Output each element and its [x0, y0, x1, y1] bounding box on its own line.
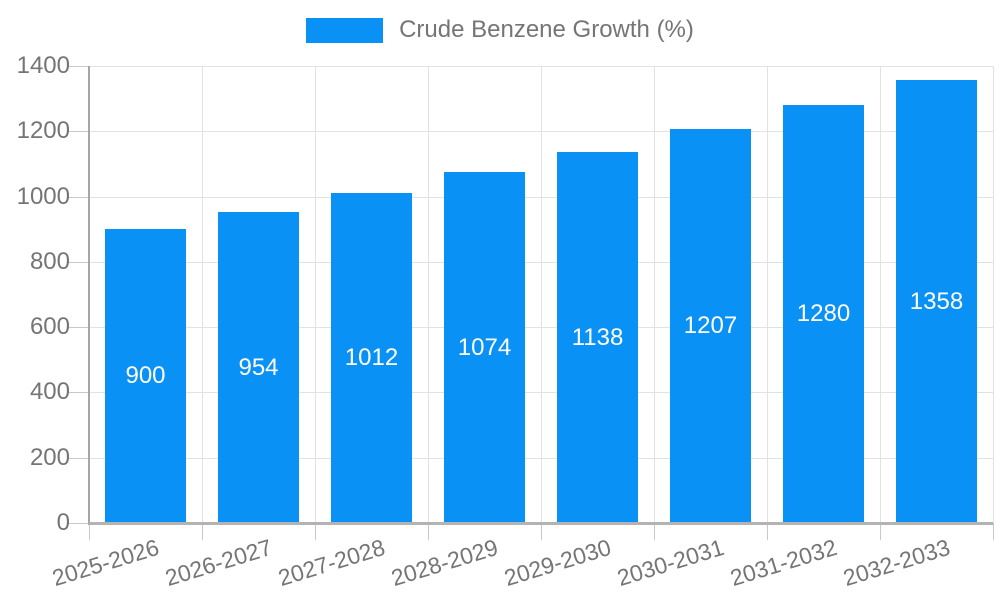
- bar[interactable]: [218, 212, 299, 523]
- y-axis-line: [88, 66, 90, 525]
- x-axis-tick: [880, 523, 881, 540]
- y-axis-label: 0: [56, 509, 70, 536]
- y-axis-label: 800: [29, 248, 70, 275]
- bar-value-label: 1138: [571, 324, 624, 351]
- y-axis-tick: [69, 458, 89, 459]
- x-axis-tick: [541, 523, 542, 540]
- gridline-vertical: [880, 66, 881, 523]
- y-axis-label: 600: [29, 313, 70, 340]
- y-axis-label: 1400: [16, 52, 70, 79]
- gridline-vertical: [541, 66, 542, 523]
- bar-value-label: 1074: [457, 334, 512, 361]
- y-axis-tick: [69, 131, 89, 132]
- bar[interactable]: [896, 80, 977, 523]
- bar-value-label: 1207: [683, 312, 738, 339]
- bar-value-label: 1012: [344, 344, 399, 371]
- legend-swatch: [306, 17, 384, 43]
- x-axis-tick: [428, 523, 429, 540]
- gridline-vertical: [428, 66, 429, 523]
- x-axis-tick: [767, 523, 768, 540]
- gridline-vertical: [654, 66, 655, 523]
- y-axis-label: 200: [29, 444, 70, 471]
- y-axis-tick: [69, 392, 89, 393]
- bar[interactable]: [444, 172, 525, 523]
- y-axis-label: 400: [29, 378, 70, 405]
- bar-value-label: 954: [238, 354, 279, 381]
- y-axis-label: 1200: [16, 117, 70, 144]
- x-axis-line: [89, 522, 993, 525]
- y-axis-tick: [69, 262, 89, 263]
- legend-label: Crude Benzene Growth (%): [399, 16, 694, 43]
- bar-value-label: 1358: [909, 288, 964, 315]
- bar-value-label: 900: [125, 362, 166, 389]
- bar[interactable]: [105, 229, 186, 523]
- y-axis-tick: [69, 197, 89, 198]
- y-axis-label: 1000: [16, 183, 70, 210]
- bar[interactable]: [557, 152, 638, 523]
- bar[interactable]: [670, 129, 751, 523]
- x-axis-tick: [89, 523, 90, 540]
- y-axis-tick: [69, 66, 89, 67]
- x-axis-tick: [315, 523, 316, 540]
- x-axis-tick: [993, 523, 994, 540]
- y-axis-tick: [69, 523, 89, 524]
- gridline-vertical: [315, 66, 316, 523]
- gridline-vertical: [993, 66, 994, 523]
- y-axis-tick: [69, 327, 89, 328]
- bar[interactable]: [331, 193, 412, 523]
- gridline-vertical: [202, 66, 203, 523]
- gridline-vertical: [767, 66, 768, 523]
- bar[interactable]: [783, 105, 864, 523]
- bar-value-label: 1280: [796, 300, 851, 327]
- x-axis-tick: [654, 523, 655, 540]
- legend[interactable]: Crude Benzene Growth (%): [0, 16, 1000, 44]
- x-axis-tick: [202, 523, 203, 540]
